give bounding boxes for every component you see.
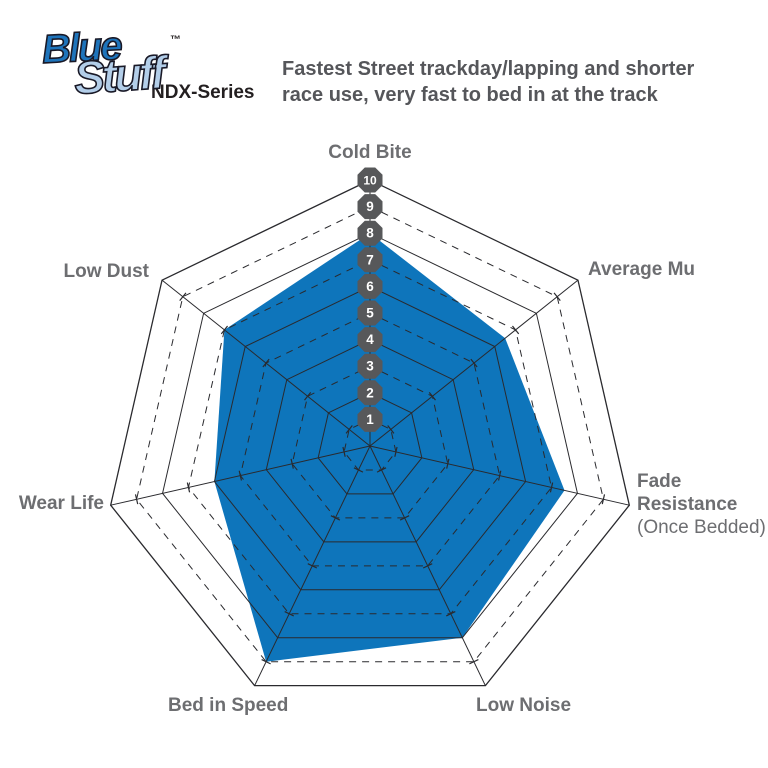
radar-ring-1 [343,418,397,471]
axis-tick [428,391,436,401]
axis-tick [470,358,478,368]
scale-badge-number: 2 [366,385,374,400]
scale-badge-1: 1 [357,406,383,432]
axis-label-cold-bite: Cold Bite [328,142,412,163]
scale-badge-shape [357,273,383,299]
axis-tick [342,446,346,457]
scale-badge-shape [357,247,383,273]
axis-tick [446,458,450,469]
radar-ring-5 [239,312,501,567]
axis-tick [220,325,229,335]
scale-badge-7: 7 [357,247,383,273]
axis-label-bed-in-speed: Bed in Speed [168,695,289,716]
radar-ring-3 [291,365,449,519]
radar-ring-8 [161,232,579,639]
axis-tick [376,467,387,473]
scale-badge-number: 6 [366,279,374,294]
scale-badge-shape [357,380,383,406]
description-line-1: Fastest Street trackday/lapping and shor… [282,58,695,80]
scale-badge-shape [357,327,383,353]
scale-badge-shape [357,194,383,220]
radar-ring-2 [317,392,423,495]
axis-tick [134,494,139,505]
axis-tick [399,515,410,521]
radar-ring-7 [187,259,553,615]
axis-tick [307,563,318,569]
scale-badge-4: 4 [357,327,383,353]
scale-badge-10: 10 [357,167,383,193]
series-name: NDX-Series [151,82,255,103]
axis-tick [238,470,243,481]
axis-tick [304,391,312,401]
axis-tick [601,494,606,505]
scale-badge-number: 5 [366,306,374,321]
scale-badge-shape [357,220,383,246]
logo-blue-text: Blue [40,23,122,73]
fade-label-line-1: Fade [637,471,682,492]
axis-tick [290,458,294,469]
scale-badge-shape [357,406,383,432]
scale-badge-3: 3 [357,353,383,379]
axis-tick [330,515,341,521]
axis-label-low-dust: Low Dust [63,261,150,282]
axis-tick [446,611,456,617]
axis-tick [186,482,191,493]
axis-tick [353,467,364,473]
axis-tick [179,292,187,302]
axis-tick [422,563,433,569]
scale-badge-8: 8 [357,220,383,246]
axis-tick [549,482,554,493]
axis-tick [511,325,520,335]
fade-label-line-2: Resistance [637,494,738,515]
axis-label-fade-resistance: Fade Resistance (Once Bedded) [637,470,766,539]
scale-badge-number: 10 [363,174,377,188]
scale-badge-number: 7 [366,252,374,267]
scale-badge-number: 9 [366,199,374,214]
axis-label-low-noise: Low Noise [476,695,572,716]
axis-tick [284,611,294,617]
scale-badge-9: 9 [357,194,383,220]
fade-label-line-3: (Once Bedded) [637,517,766,538]
trademark-symbol: ™ [170,34,181,46]
description-line-2: race use, very fast to bed in at the tra… [282,84,658,106]
data-polygon [214,233,565,662]
axis-tick [553,292,561,302]
scale-badge-number: 3 [366,359,374,374]
axis-label-wear-life: Wear Life [18,493,104,514]
scale-badge-number: 1 [366,412,374,427]
axis-tick [345,425,353,434]
axis-tick [497,470,502,481]
scale-badge-shape [357,167,383,193]
scale-badge-shape [357,353,383,379]
scale-badge-number: 8 [366,226,374,241]
scale-badge-5: 5 [357,300,383,326]
scale-badge-shape [357,300,383,326]
axis-tick [261,658,271,665]
radar-ring-10 [109,179,631,687]
radar-ring-6 [213,285,527,591]
product-description: Fastest Street trackday/lapping and shor… [282,56,694,108]
axis-tick [262,358,270,368]
radar-ring-9 [136,206,604,663]
axis-tick [387,425,395,434]
axis-tick [394,446,398,457]
scale-badge-6: 6 [357,273,383,299]
radar-ring-4 [265,339,475,543]
axis-tick [469,658,479,665]
scale-badge-2: 2 [357,380,383,406]
scale-badge-number: 4 [366,332,374,347]
axis-label-average-mu: Average Mu [588,259,695,280]
